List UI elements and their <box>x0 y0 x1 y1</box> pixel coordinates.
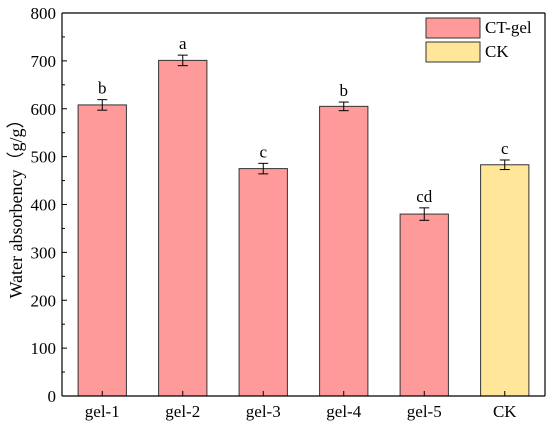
y-tick-label: 0 <box>48 387 57 406</box>
data-label: a <box>179 34 187 53</box>
y-tick-label: 500 <box>31 148 57 167</box>
axes-layer: 0 100 200 300 400 500 600 700 800 gel-1 gel-2 gel-3… <box>31 4 546 421</box>
y-tick-label: 700 <box>31 52 57 71</box>
x-tick-label: gel-3 <box>246 402 281 421</box>
bar <box>158 59 208 397</box>
bar <box>480 164 530 397</box>
y-tick-label: 200 <box>31 291 57 310</box>
y-tick-label: 800 <box>31 4 57 23</box>
legend: CT-gel CK <box>425 17 532 63</box>
x-tick-label: gel-5 <box>407 402 442 421</box>
data-labels-layer: b a c b cd c <box>98 34 509 206</box>
x-tick-label: gel-1 <box>85 402 120 421</box>
legend-swatch <box>425 17 481 39</box>
y-tick-label: 400 <box>31 196 57 215</box>
bar <box>77 104 127 397</box>
x-tick-label: CK <box>493 402 517 421</box>
bars-layer <box>77 59 530 397</box>
legend-label: CT-gel <box>485 18 532 37</box>
bar <box>238 168 288 397</box>
data-label: b <box>98 79 107 98</box>
legend-label: CK <box>485 42 509 61</box>
data-label: c <box>259 142 267 161</box>
legend-swatch <box>425 41 481 63</box>
y-axis-title: Water absorbency（g/g） <box>6 111 26 299</box>
data-label: b <box>340 81 349 100</box>
error-bars-layer <box>97 54 510 221</box>
data-label: cd <box>416 187 433 206</box>
bar <box>319 105 369 397</box>
y-tick-label: 600 <box>31 100 57 119</box>
y-tick-label: 100 <box>31 339 57 358</box>
x-tick-label: gel-4 <box>326 402 361 421</box>
data-label: c <box>501 139 509 158</box>
bar <box>399 213 449 397</box>
x-tick-label: gel-2 <box>165 402 200 421</box>
y-tick-label: 300 <box>31 243 57 262</box>
